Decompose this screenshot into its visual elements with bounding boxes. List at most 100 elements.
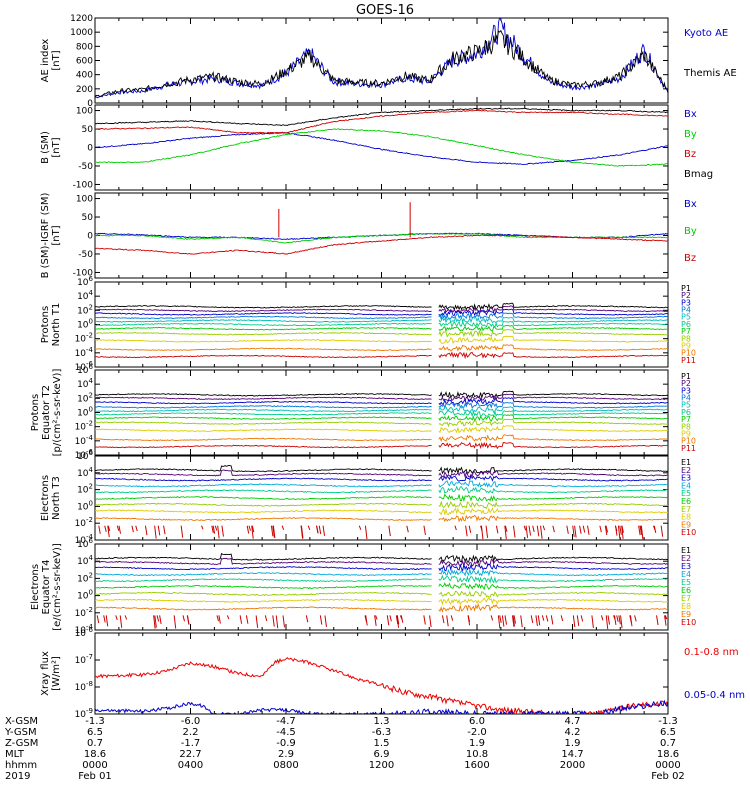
series-line-themis-ae xyxy=(95,29,668,98)
y-tick-label: 0 xyxy=(87,144,93,154)
channel-trace-e4 xyxy=(95,572,432,577)
axis-row-label: Y-GSM xyxy=(4,727,37,738)
axis-row-value: 6.0 xyxy=(469,716,485,727)
channel-trace-e2 xyxy=(95,557,432,565)
channel-trace-p10 xyxy=(95,437,432,442)
legend-label: E3 xyxy=(681,474,691,483)
channel-trace-p5 xyxy=(95,408,432,413)
channel-trace-p8 xyxy=(438,418,668,428)
legend-label: E4 xyxy=(681,481,691,490)
channel-trace-e10 xyxy=(504,525,508,532)
channel-trace-e10 xyxy=(375,615,378,620)
panel-frame xyxy=(94,104,669,191)
axis-row-value: 18.6 xyxy=(84,749,106,760)
axis-date-start: Feb 01 xyxy=(78,771,112,782)
legend-label: Kyoto AE xyxy=(684,28,728,39)
y-axis-label: North T3 xyxy=(51,476,62,520)
channel-trace-e10 xyxy=(264,615,268,622)
y-tick-label: 10-4 xyxy=(75,346,94,359)
channel-trace-e5 xyxy=(438,574,668,584)
legend-label: E1 xyxy=(681,546,691,555)
channel-trace-e10 xyxy=(98,525,101,534)
axis-row-value: -0.9 xyxy=(276,738,296,749)
axis-row-value: 0400 xyxy=(178,760,203,771)
channel-trace-e10 xyxy=(406,525,409,533)
channel-trace-e10 xyxy=(218,615,221,624)
axis-row-value: 2.9 xyxy=(278,749,294,760)
channel-trace-e8 xyxy=(95,509,432,514)
channel-trace-e10 xyxy=(423,615,426,625)
legend-label: P6 xyxy=(681,408,691,417)
channel-trace-e8 xyxy=(438,507,668,516)
axis-row-value: -1.7 xyxy=(181,738,201,749)
channel-trace-e10 xyxy=(115,615,118,621)
panel-1: 0 200 400 600 800 1000 1200 AE index [nT] Kyoto A… xyxy=(40,14,737,109)
y-axis-label: B (SM)-IGRF (SM) xyxy=(40,193,51,279)
channel-trace-e10 xyxy=(504,525,507,540)
channel-trace-e10 xyxy=(490,615,494,621)
axis-row-value: 18.6 xyxy=(657,749,679,760)
y-tick-label: 102 xyxy=(77,483,93,496)
y-axis-unit-label: [nT] xyxy=(51,225,62,245)
axis-row-value: 2.2 xyxy=(183,727,199,738)
channel-trace-e10 xyxy=(374,615,377,626)
channel-trace-e10 xyxy=(525,525,529,538)
y-tick-label: 10-7 xyxy=(75,653,93,666)
channel-trace-e10 xyxy=(248,525,251,531)
channel-trace-e10 xyxy=(605,615,609,630)
channel-trace-e1 xyxy=(95,552,432,561)
channel-trace-e10 xyxy=(399,615,403,620)
series-line-bz xyxy=(95,234,668,255)
channel-trace-p3 xyxy=(95,400,432,405)
channel-trace-e10 xyxy=(454,525,457,531)
channel-trace-e10 xyxy=(255,615,259,628)
channel-trace-p10 xyxy=(438,434,668,443)
series-line-bz xyxy=(95,109,668,134)
legend-label: E8 xyxy=(681,602,691,611)
y-axis-label: AE index xyxy=(40,39,51,83)
channel-trace-e10 xyxy=(511,615,515,628)
channel-trace-e6 xyxy=(438,493,668,503)
channel-trace-e10 xyxy=(251,525,255,533)
y-axis-label: Protons xyxy=(40,306,51,343)
channel-trace-e10 xyxy=(159,615,162,625)
axis-row-value: 1.9 xyxy=(469,738,485,749)
y-tick-label: 100 xyxy=(77,499,93,512)
channel-trace-p4 xyxy=(438,401,668,409)
channel-trace-e10 xyxy=(664,615,667,620)
channel-trace-e10 xyxy=(616,615,619,622)
axis-row-value: 1.5 xyxy=(374,738,390,749)
legend-label: P9 xyxy=(681,341,691,350)
channel-trace-e10 xyxy=(211,525,214,533)
channel-trace-e10 xyxy=(105,615,109,627)
channel-trace-e10 xyxy=(574,525,577,538)
channel-trace-p6 xyxy=(95,322,432,327)
legend-label: E4 xyxy=(681,570,691,579)
channel-trace-e10 xyxy=(429,615,432,628)
legend-label: E3 xyxy=(681,562,691,571)
channel-trace-e10 xyxy=(144,525,148,536)
panel-frame xyxy=(94,369,669,456)
channel-trace-e4 xyxy=(95,483,432,488)
legend-label: E7 xyxy=(681,505,691,514)
y-axis-label: Electrons xyxy=(40,475,51,521)
channel-trace-e10 xyxy=(281,525,285,530)
channel-trace-e10 xyxy=(604,525,608,536)
channel-trace-p11 xyxy=(438,441,668,450)
channel-trace-e10 xyxy=(104,525,107,532)
channel-trace-e10 xyxy=(221,525,224,537)
legend-label: P5 xyxy=(681,401,691,410)
channel-trace-e10 xyxy=(322,525,326,536)
legend-label: E9 xyxy=(681,610,691,619)
series-line-0-1-0-8-nm xyxy=(95,657,668,714)
channel-trace-e6 xyxy=(95,496,432,500)
channel-trace-p9 xyxy=(95,428,432,432)
legend-label: P11 xyxy=(681,356,696,365)
channel-trace-e10 xyxy=(560,615,564,622)
channel-trace-p6 xyxy=(438,320,668,328)
axis-row-value: -1.3 xyxy=(85,716,105,727)
series-line-bmag xyxy=(95,107,668,127)
legend-label: P1 xyxy=(681,284,691,293)
channel-trace-e2 xyxy=(95,469,432,477)
legend-label: Bmag xyxy=(684,169,713,180)
